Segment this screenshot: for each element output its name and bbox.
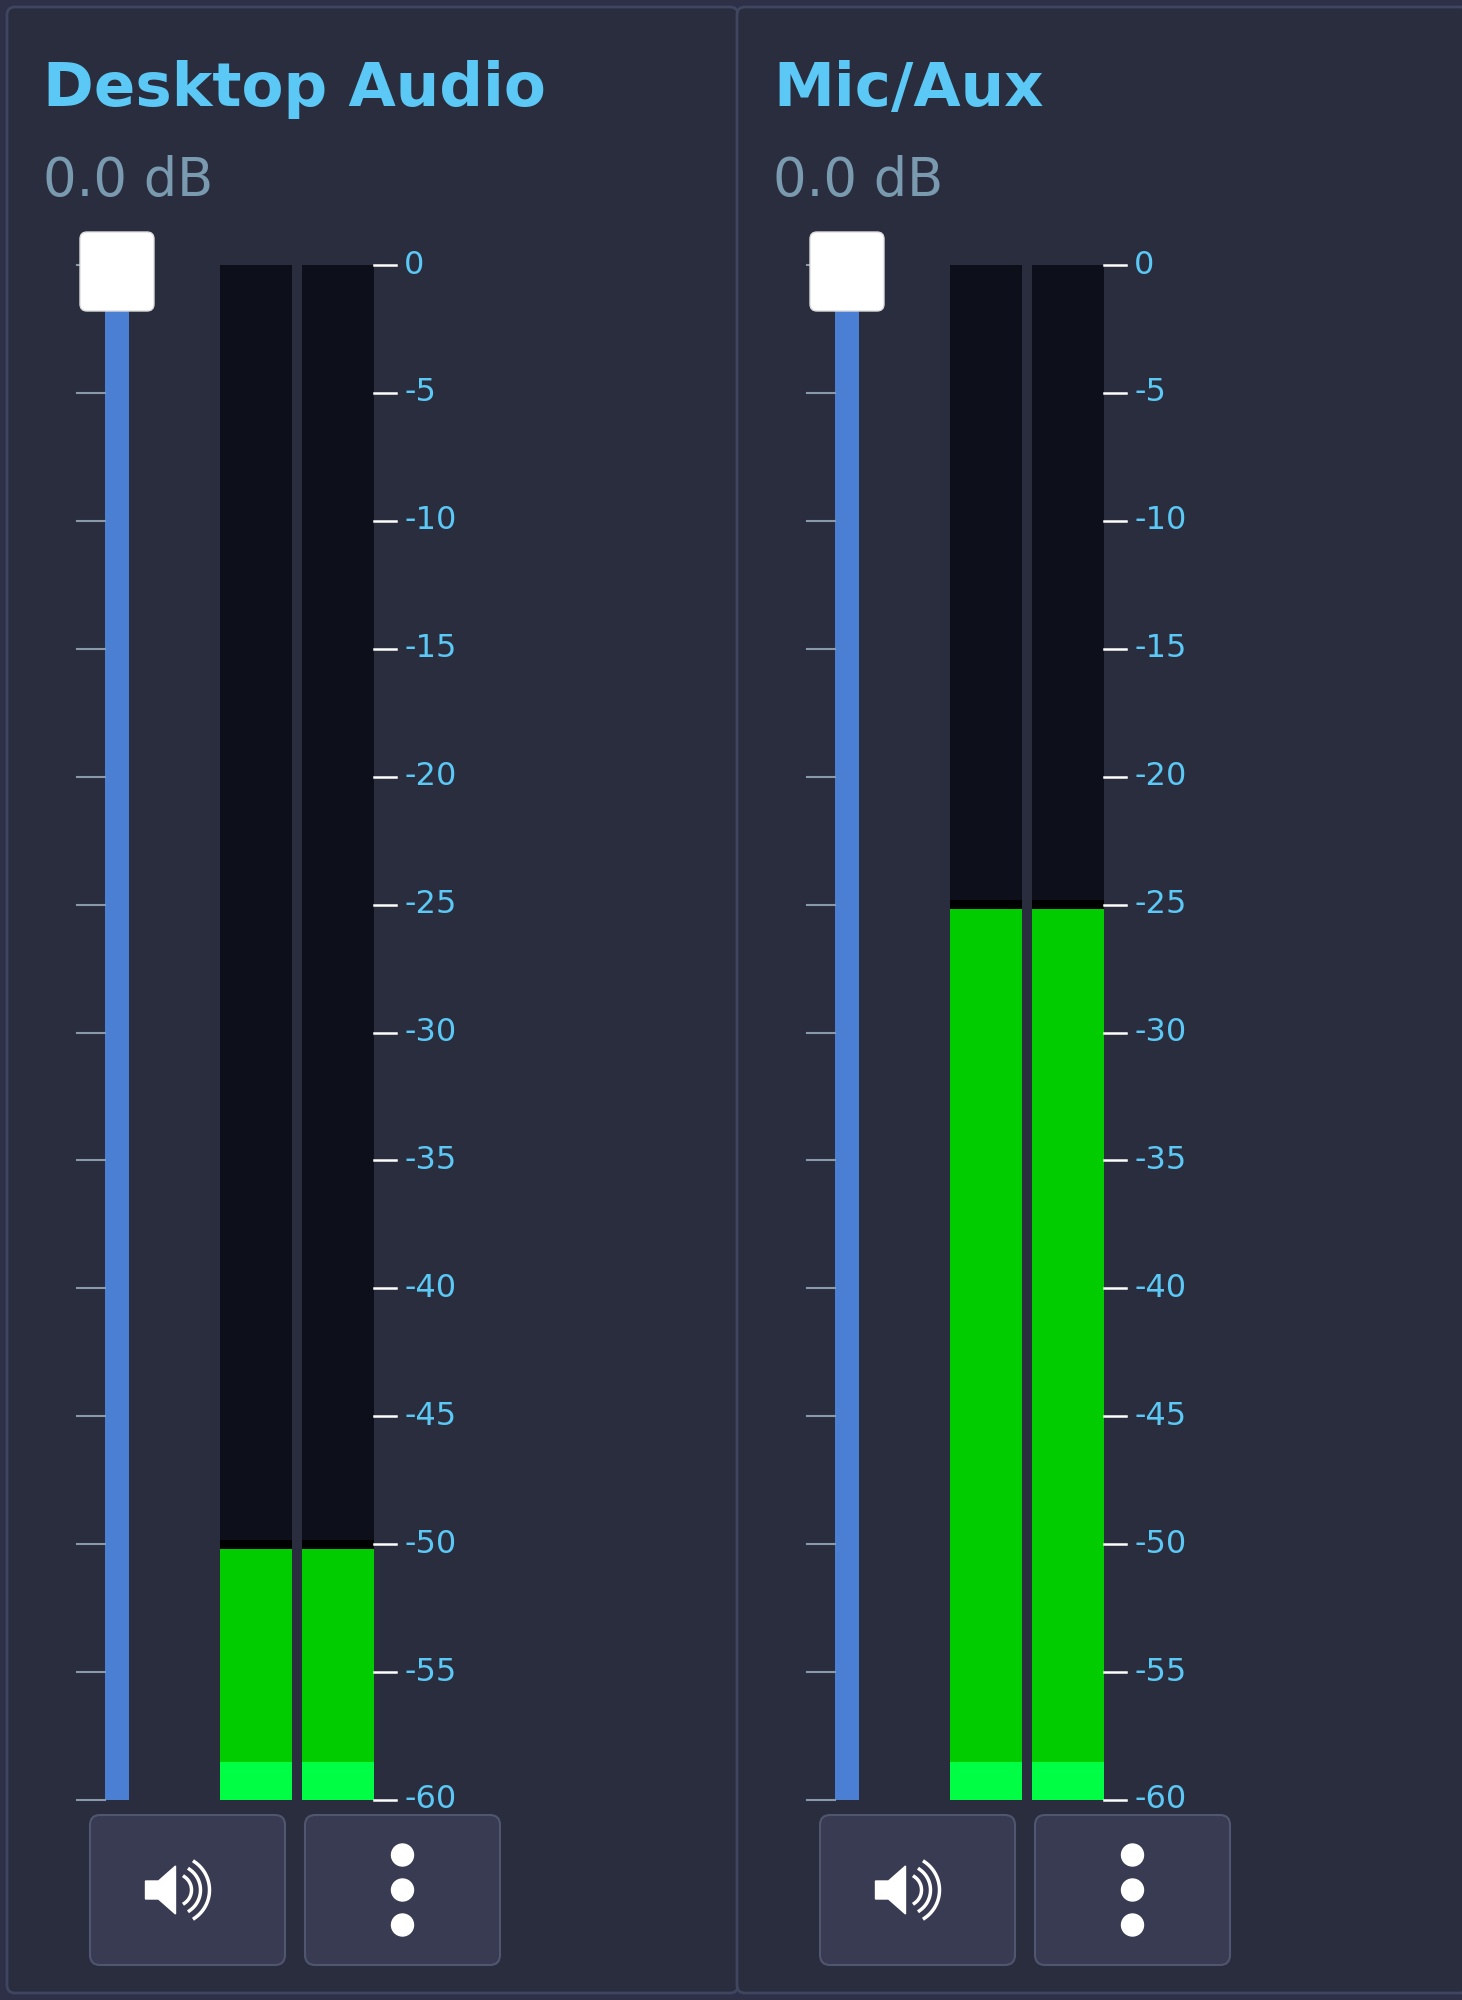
Bar — [303, 1544, 374, 1774]
FancyBboxPatch shape — [737, 6, 1462, 1992]
Bar — [835, 264, 860, 1800]
Text: -15: -15 — [1135, 634, 1186, 664]
Bar — [303, 1762, 374, 1800]
FancyBboxPatch shape — [80, 232, 154, 310]
Bar — [219, 1774, 292, 1800]
Bar — [219, 1762, 292, 1800]
FancyBboxPatch shape — [306, 1816, 500, 1964]
Bar — [1032, 1762, 1104, 1800]
FancyBboxPatch shape — [810, 232, 885, 310]
Text: -15: -15 — [404, 634, 456, 664]
Bar — [1032, 264, 1104, 1800]
Text: -35: -35 — [1135, 1144, 1186, 1176]
FancyBboxPatch shape — [820, 1816, 1015, 1964]
Text: -20: -20 — [404, 762, 456, 792]
FancyBboxPatch shape — [7, 6, 738, 1992]
Text: -10: -10 — [1135, 506, 1186, 536]
Circle shape — [392, 1914, 414, 1936]
Text: -30: -30 — [404, 1016, 456, 1048]
Text: 0.0 dB: 0.0 dB — [773, 156, 943, 208]
Text: -55: -55 — [1135, 1656, 1186, 1688]
Polygon shape — [146, 1866, 175, 1914]
Bar — [303, 264, 374, 1800]
Text: -60: -60 — [1135, 1784, 1186, 1816]
Text: -50: -50 — [404, 1528, 456, 1560]
Text: -40: -40 — [1135, 1272, 1186, 1304]
Bar — [292, 264, 303, 1800]
Text: -45: -45 — [1135, 1400, 1186, 1432]
Bar — [219, 264, 292, 1800]
Text: -50: -50 — [1135, 1528, 1186, 1560]
Text: -25: -25 — [1135, 890, 1186, 920]
Bar — [105, 264, 129, 1800]
Bar — [303, 1540, 374, 1548]
FancyBboxPatch shape — [1035, 1816, 1230, 1964]
Text: -5: -5 — [1135, 378, 1165, 408]
Polygon shape — [876, 1866, 905, 1914]
Circle shape — [1121, 1914, 1143, 1936]
Bar — [1032, 904, 1104, 1774]
Text: -20: -20 — [1135, 762, 1186, 792]
Text: -10: -10 — [404, 506, 456, 536]
Bar — [1032, 1774, 1104, 1800]
Text: Desktop Audio: Desktop Audio — [42, 60, 545, 120]
Text: -30: -30 — [1135, 1016, 1186, 1048]
Circle shape — [1121, 1880, 1143, 1900]
Bar — [950, 264, 1022, 1800]
FancyBboxPatch shape — [91, 1816, 285, 1964]
Bar — [303, 1774, 374, 1800]
Text: -40: -40 — [404, 1272, 456, 1304]
Text: -5: -5 — [404, 378, 436, 408]
Bar — [950, 904, 1022, 1774]
Circle shape — [392, 1880, 414, 1900]
Bar — [219, 1544, 292, 1774]
Bar — [950, 1762, 1022, 1800]
Text: 0: 0 — [1135, 250, 1155, 280]
Bar — [950, 1774, 1022, 1800]
Circle shape — [1121, 1844, 1143, 1866]
Bar — [219, 1540, 292, 1548]
Text: -25: -25 — [404, 890, 456, 920]
Text: -35: -35 — [404, 1144, 456, 1176]
Text: -60: -60 — [404, 1784, 456, 1816]
Circle shape — [392, 1844, 414, 1866]
Bar — [1032, 900, 1104, 910]
Text: -45: -45 — [404, 1400, 456, 1432]
Text: 0: 0 — [404, 250, 424, 280]
Bar — [1022, 264, 1032, 1800]
Bar — [950, 900, 1022, 910]
Text: -55: -55 — [404, 1656, 456, 1688]
Text: 0.0 dB: 0.0 dB — [42, 156, 213, 208]
Text: Mic/Aux: Mic/Aux — [773, 60, 1044, 120]
